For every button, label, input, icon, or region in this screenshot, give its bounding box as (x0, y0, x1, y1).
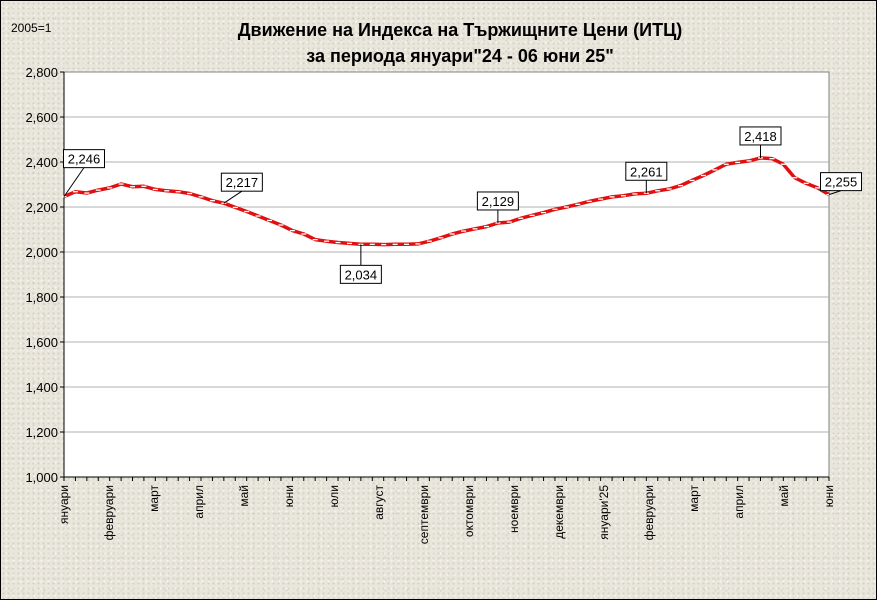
data-label: 2,246 (63, 149, 105, 197)
x-tick-label: юли (327, 485, 341, 507)
x-tick-label: февруари (102, 485, 116, 540)
data-label-text: 2,261 (630, 164, 663, 179)
x-tick-label: ноември (507, 485, 521, 533)
x-tick-label: февруари (642, 485, 656, 540)
y-tick-label: 1,000 (25, 470, 58, 485)
x-axis: януари февруари март април май юни юли август се… (57, 476, 836, 544)
x-tick-label: март (687, 485, 701, 512)
data-label-text: 2,246 (68, 152, 101, 167)
x-tick-label: юни (282, 485, 296, 507)
x-tick-label: май (237, 485, 251, 507)
x-tick-label: декември (552, 485, 566, 539)
y-tick-label: 2,200 (25, 200, 58, 215)
y-tick-label: 1,800 (25, 290, 58, 305)
data-label-leader (63, 167, 85, 197)
chart-subtitle: за периода януари"24 - 06 юни 25" (306, 46, 614, 66)
gridlines (64, 116, 829, 433)
units-label: 2005=1 (11, 21, 52, 35)
series-line (61, 156, 832, 247)
data-label-leader (223, 190, 243, 204)
data-label: 2,034 (339, 244, 382, 284)
data-label: 2,418 (739, 126, 782, 158)
x-tick-label: август (372, 485, 386, 520)
x-tick-label: октомври (462, 485, 476, 537)
data-label-box (63, 149, 105, 169)
data-label: 2,217 (220, 172, 263, 204)
data-label-box (476, 191, 519, 211)
data-label: 2,129 (476, 191, 519, 223)
x-tick-label: януари (57, 485, 71, 524)
y-tick-label: 1,600 (25, 335, 58, 350)
data-label-text: 2,418 (744, 129, 777, 144)
chart-title: Движение на Индекса на Тържищните Цени (… (238, 20, 683, 40)
plot-area (63, 71, 830, 478)
data-label-text: 2,129 (482, 194, 515, 209)
x-tick-label: април (732, 485, 746, 519)
data-label-box (739, 126, 782, 146)
x-tick-label: юни (822, 485, 836, 507)
data-label: 2,261 (625, 161, 668, 194)
x-tick-label: януари'25 (597, 485, 611, 540)
data-label: 2,255 (820, 172, 862, 196)
y-tick-label: 2,400 (25, 155, 58, 170)
data-label-box (220, 172, 263, 192)
data-label-box (625, 161, 668, 181)
data-label-text: 2,034 (345, 267, 378, 282)
y-tick-label: 2,600 (25, 110, 58, 125)
data-label-leader (828, 190, 842, 196)
x-tick-label: май (777, 485, 791, 507)
data-label-box (820, 172, 862, 192)
y-axis: 1,000 1,200 1,400 1,600 1,800 2,000 2,200 2,400… (25, 65, 65, 485)
data-label-text: 2,217 (226, 175, 259, 190)
data-label-box (339, 264, 382, 284)
data-labels: 2,246 2,217 2,034 2,129 2,261 2,418 2,255 (63, 126, 862, 284)
x-tick-label: март (147, 485, 161, 512)
y-tick-label: 2,000 (25, 245, 58, 260)
y-tick-label: 2,800 (25, 65, 58, 80)
y-tick-label: 1,400 (25, 380, 58, 395)
data-label-text: 2,255 (825, 175, 858, 190)
x-tick-label: септември (417, 485, 431, 544)
y-tick-label: 1,200 (25, 425, 58, 440)
x-tick-label: април (192, 485, 206, 519)
